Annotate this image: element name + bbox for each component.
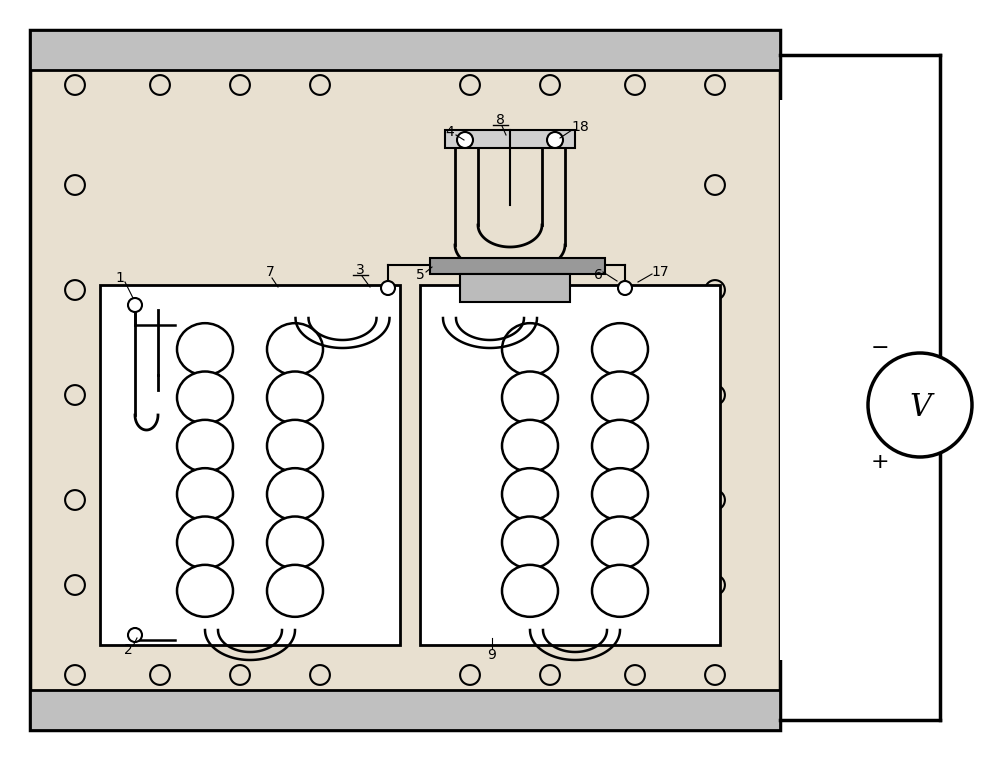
Ellipse shape <box>267 517 323 568</box>
Text: 5: 5 <box>416 268 424 282</box>
Circle shape <box>65 75 85 95</box>
Circle shape <box>65 665 85 685</box>
Text: V: V <box>909 392 931 423</box>
Text: 8: 8 <box>496 113 504 127</box>
Circle shape <box>457 132 473 148</box>
Ellipse shape <box>592 420 648 472</box>
Text: +: + <box>871 452 889 472</box>
Ellipse shape <box>177 517 233 568</box>
Bar <box>30 30 780 70</box>
Bar <box>430 258 605 274</box>
Bar <box>30 30 780 730</box>
Circle shape <box>150 665 170 685</box>
Circle shape <box>625 665 645 685</box>
Circle shape <box>65 490 85 510</box>
Circle shape <box>705 280 725 300</box>
Circle shape <box>65 175 85 195</box>
Text: 1: 1 <box>116 271 124 285</box>
Circle shape <box>547 132 563 148</box>
Ellipse shape <box>592 468 648 520</box>
Bar <box>420 285 720 645</box>
Ellipse shape <box>502 420 558 472</box>
Circle shape <box>625 75 645 95</box>
Ellipse shape <box>267 468 323 520</box>
Bar <box>30 690 780 730</box>
Ellipse shape <box>502 565 558 617</box>
Circle shape <box>705 575 725 595</box>
Circle shape <box>128 298 142 312</box>
Circle shape <box>705 75 725 95</box>
Circle shape <box>65 280 85 300</box>
Circle shape <box>705 490 725 510</box>
Ellipse shape <box>177 323 233 375</box>
Text: 4: 4 <box>446 125 454 139</box>
Circle shape <box>705 385 725 405</box>
Ellipse shape <box>177 565 233 617</box>
Bar <box>445 130 575 148</box>
Ellipse shape <box>177 420 233 472</box>
Text: 2: 2 <box>124 643 132 657</box>
Circle shape <box>150 75 170 95</box>
Circle shape <box>230 75 250 95</box>
Circle shape <box>128 628 142 642</box>
Circle shape <box>868 353 972 457</box>
Bar <box>460 274 570 302</box>
Circle shape <box>460 665 480 685</box>
Ellipse shape <box>177 468 233 520</box>
Circle shape <box>310 75 330 95</box>
Circle shape <box>618 281 632 295</box>
Ellipse shape <box>267 565 323 617</box>
Text: 18: 18 <box>571 120 589 134</box>
Circle shape <box>230 665 250 685</box>
Text: 9: 9 <box>488 648 496 662</box>
Circle shape <box>705 175 725 195</box>
Ellipse shape <box>502 517 558 568</box>
Bar <box>780 100 970 660</box>
Text: 6: 6 <box>594 268 602 282</box>
Ellipse shape <box>502 323 558 375</box>
Text: 7: 7 <box>266 265 274 279</box>
Ellipse shape <box>592 565 648 617</box>
Ellipse shape <box>592 323 648 375</box>
Ellipse shape <box>177 372 233 423</box>
Circle shape <box>705 665 725 685</box>
Text: −: − <box>871 338 889 358</box>
Circle shape <box>381 281 395 295</box>
Circle shape <box>65 575 85 595</box>
Circle shape <box>65 385 85 405</box>
Bar <box>100 285 400 645</box>
Ellipse shape <box>267 372 323 423</box>
Ellipse shape <box>502 372 558 423</box>
Circle shape <box>540 665 560 685</box>
Ellipse shape <box>267 323 323 375</box>
Circle shape <box>460 75 480 95</box>
Ellipse shape <box>592 372 648 423</box>
Text: 3: 3 <box>356 263 364 277</box>
Circle shape <box>540 75 560 95</box>
Ellipse shape <box>502 468 558 520</box>
Ellipse shape <box>267 420 323 472</box>
Circle shape <box>310 665 330 685</box>
Ellipse shape <box>592 517 648 568</box>
Text: 17: 17 <box>651 265 669 279</box>
